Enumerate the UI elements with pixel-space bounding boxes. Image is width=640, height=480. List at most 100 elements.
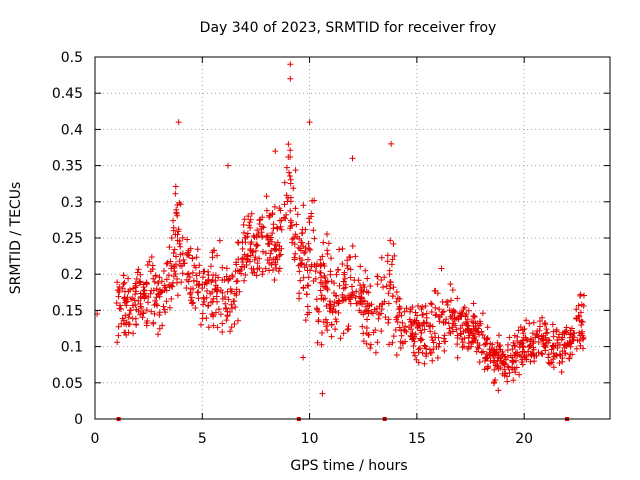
data-point bbox=[115, 332, 122, 339]
data-point bbox=[308, 210, 315, 217]
data-point bbox=[347, 294, 354, 301]
x-tick-label: 5 bbox=[198, 431, 207, 447]
data-point bbox=[201, 268, 208, 275]
data-point bbox=[478, 349, 485, 356]
data-point bbox=[315, 308, 322, 315]
data-point bbox=[387, 278, 394, 285]
data-point bbox=[414, 324, 421, 331]
data-point bbox=[310, 277, 317, 284]
data-point bbox=[357, 263, 364, 270]
data-point bbox=[187, 245, 194, 252]
data-point bbox=[227, 285, 234, 292]
data-point bbox=[484, 324, 491, 331]
data-point bbox=[192, 264, 199, 271]
data-point bbox=[287, 75, 294, 82]
data-point bbox=[476, 331, 483, 338]
data-point bbox=[535, 349, 542, 356]
data-point bbox=[516, 351, 523, 358]
data-point bbox=[423, 353, 430, 360]
data-point bbox=[341, 294, 348, 301]
data-point bbox=[473, 327, 480, 334]
data-point bbox=[252, 254, 259, 261]
data-point bbox=[495, 365, 502, 372]
data-point bbox=[321, 263, 328, 270]
data-point bbox=[470, 313, 477, 320]
data-point bbox=[278, 245, 285, 252]
data-point bbox=[287, 61, 294, 68]
data-point bbox=[363, 330, 370, 337]
data-point bbox=[214, 324, 221, 331]
data-point bbox=[133, 321, 140, 328]
data-point bbox=[176, 240, 183, 247]
data-point bbox=[530, 319, 537, 326]
data-point bbox=[436, 318, 443, 325]
data-point bbox=[116, 283, 123, 290]
data-point bbox=[530, 346, 537, 353]
data-point bbox=[353, 300, 360, 307]
data-point bbox=[412, 352, 419, 359]
data-point bbox=[534, 332, 541, 339]
data-point bbox=[276, 217, 283, 224]
data-point bbox=[246, 219, 253, 226]
data-point bbox=[306, 215, 313, 222]
data-point bbox=[314, 260, 321, 267]
data-point bbox=[151, 310, 158, 317]
data-point bbox=[296, 295, 303, 302]
data-point bbox=[332, 326, 339, 333]
data-point bbox=[561, 344, 568, 351]
data-point bbox=[459, 309, 466, 316]
data-point bbox=[209, 313, 216, 320]
data-point bbox=[137, 278, 144, 285]
data-point bbox=[219, 320, 226, 327]
data-point bbox=[537, 323, 544, 330]
data-point bbox=[212, 272, 219, 279]
data-point bbox=[114, 279, 121, 286]
data-point bbox=[155, 280, 162, 287]
data-point bbox=[363, 325, 370, 332]
data-point bbox=[233, 259, 240, 266]
data-point bbox=[239, 245, 246, 252]
data-point bbox=[306, 219, 313, 226]
data-point bbox=[309, 197, 316, 204]
data-point bbox=[241, 216, 248, 223]
data-point bbox=[553, 352, 560, 359]
data-point bbox=[378, 254, 385, 261]
data-point bbox=[328, 255, 335, 262]
data-point bbox=[129, 315, 136, 322]
data-point bbox=[146, 258, 153, 265]
data-point bbox=[215, 306, 222, 313]
data-point bbox=[349, 289, 356, 296]
data-point bbox=[367, 341, 374, 348]
data-point bbox=[476, 318, 483, 325]
data-point bbox=[415, 303, 422, 310]
data-point bbox=[527, 358, 534, 365]
data-point bbox=[187, 290, 194, 297]
data-point bbox=[553, 326, 560, 333]
data-point bbox=[165, 272, 172, 279]
data-point bbox=[458, 336, 465, 343]
data-point bbox=[253, 241, 260, 248]
data-point bbox=[189, 269, 196, 276]
data-point bbox=[208, 311, 215, 318]
data-point bbox=[306, 119, 313, 126]
data-point bbox=[125, 314, 132, 321]
data-point bbox=[324, 319, 331, 326]
data-point bbox=[318, 261, 325, 268]
data-point bbox=[484, 354, 491, 361]
data-point bbox=[519, 361, 526, 368]
data-point bbox=[225, 276, 232, 283]
data-point bbox=[209, 254, 216, 261]
data-point bbox=[351, 277, 358, 284]
data-point bbox=[234, 317, 241, 324]
data-point bbox=[360, 338, 367, 345]
data-point bbox=[304, 267, 311, 274]
data-point bbox=[422, 302, 429, 309]
data-point bbox=[457, 331, 464, 338]
data-point bbox=[386, 285, 393, 292]
data-point bbox=[436, 306, 443, 313]
data-point bbox=[302, 317, 309, 324]
data-point bbox=[514, 338, 521, 345]
data-point bbox=[173, 279, 180, 286]
data-point bbox=[580, 334, 587, 341]
data-point bbox=[296, 268, 303, 275]
